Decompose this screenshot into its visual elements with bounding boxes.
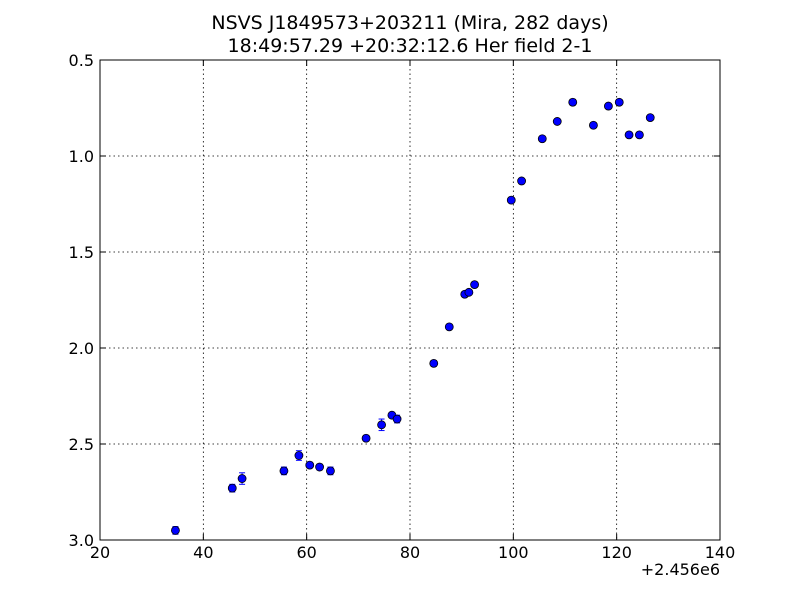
data-point bbox=[517, 176, 526, 186]
x-tick-labels: 20 40 60 80 100 120 140 bbox=[90, 543, 735, 562]
data-point bbox=[326, 466, 335, 476]
x-tick-label: 60 bbox=[296, 543, 316, 562]
data-point bbox=[237, 472, 247, 485]
data-point bbox=[624, 130, 634, 140]
data-point bbox=[645, 113, 655, 122]
y-tick-label: 2.5 bbox=[69, 435, 94, 454]
data-point-marker bbox=[614, 97, 624, 107]
data-point-marker bbox=[305, 460, 315, 470]
data-point bbox=[392, 414, 402, 424]
y-tick-label: 0.5 bbox=[69, 51, 94, 70]
data-point bbox=[294, 450, 304, 461]
data-point bbox=[315, 462, 324, 472]
data-point bbox=[589, 120, 598, 130]
y-tick-label: 2.0 bbox=[69, 339, 94, 358]
grid-lines bbox=[100, 60, 720, 540]
data-point-marker bbox=[517, 176, 526, 186]
data-point bbox=[361, 433, 371, 443]
data-point-marker bbox=[326, 466, 335, 476]
data-point-marker bbox=[552, 117, 562, 126]
plot-frame bbox=[99, 59, 721, 541]
x-tick-label: 140 bbox=[705, 543, 736, 562]
x-tick-label: 80 bbox=[400, 543, 420, 562]
data-point-marker bbox=[429, 358, 439, 368]
data-point bbox=[444, 322, 454, 332]
data-point-marker bbox=[279, 466, 289, 476]
data-point bbox=[429, 358, 439, 368]
data-point bbox=[227, 483, 237, 493]
data-point-marker bbox=[392, 414, 402, 424]
x-tick-label: 40 bbox=[193, 543, 213, 562]
data-point-marker bbox=[537, 134, 547, 144]
data-point-marker bbox=[377, 420, 386, 430]
data-point-marker bbox=[568, 97, 578, 107]
chart-subtitle: 18:49:57.29 +20:32:12.6 Her field 2-1 bbox=[228, 35, 593, 57]
data-point bbox=[506, 195, 516, 205]
data-point-marker bbox=[604, 101, 613, 111]
data-point-marker bbox=[444, 322, 454, 332]
data-point bbox=[568, 97, 578, 107]
x-axis-offset-label: +2.456e6 bbox=[641, 560, 720, 579]
data-point-marker bbox=[237, 474, 247, 483]
data-point-marker bbox=[589, 120, 598, 130]
data-point bbox=[377, 418, 386, 432]
data-point-marker bbox=[227, 483, 237, 493]
data-point-marker bbox=[470, 280, 479, 290]
data-point bbox=[552, 117, 562, 126]
data-point bbox=[614, 97, 624, 107]
data-point-marker bbox=[294, 451, 304, 460]
data-point bbox=[470, 280, 479, 290]
chart-title: NSVS J1849573+203211 (Mira, 282 days) bbox=[211, 12, 608, 34]
x-tick-label: 20 bbox=[90, 543, 110, 562]
data-point bbox=[635, 130, 644, 140]
data-point bbox=[537, 134, 547, 144]
y-tick-label: 3.0 bbox=[69, 531, 94, 550]
data-point-marker bbox=[635, 130, 644, 140]
data-points bbox=[171, 97, 655, 535]
data-point-marker bbox=[645, 113, 655, 122]
data-point-marker bbox=[506, 195, 516, 205]
data-point-marker bbox=[361, 433, 371, 443]
data-point bbox=[604, 101, 613, 111]
x-tick-label: 100 bbox=[498, 543, 529, 562]
data-point bbox=[464, 287, 474, 297]
data-point bbox=[279, 466, 289, 476]
data-point-marker bbox=[464, 287, 474, 297]
data-point-marker bbox=[624, 130, 634, 140]
x-tick-label: 120 bbox=[601, 543, 632, 562]
data-point-marker bbox=[171, 526, 180, 535]
y-tick-label: 1.5 bbox=[69, 243, 94, 262]
data-point bbox=[171, 526, 180, 535]
y-tick-labels: 0.5 1.0 1.5 2.0 2.5 3.0 bbox=[69, 51, 94, 550]
data-point bbox=[305, 460, 315, 470]
y-tick-label: 1.0 bbox=[69, 147, 94, 166]
data-point-marker bbox=[315, 462, 324, 472]
